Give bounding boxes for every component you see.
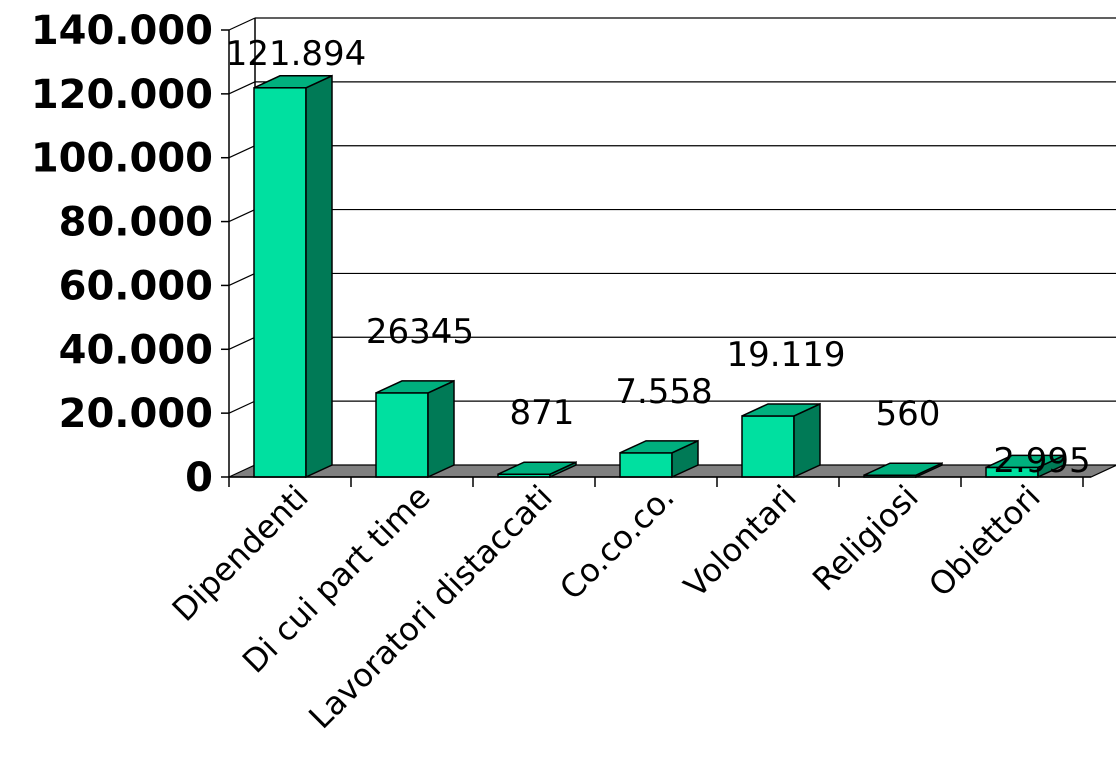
bar-front — [375, 392, 429, 478]
gridline-depth — [228, 81, 256, 95]
x-tick-label: Religiosi — [805, 478, 926, 599]
y-axis-ticks: 0 20.000 40.000 60.000 80.000 100.000 120.000 1… — [31, 8, 229, 501]
axes — [228, 30, 1091, 478]
bar-top — [863, 462, 943, 476]
bar-front — [741, 415, 795, 478]
data-label: 2.995 — [993, 441, 1090, 481]
data-labels: 121.894 26345 871 7.558 19.119 560 2.995 — [226, 34, 1091, 481]
data-label: 26345 — [366, 312, 474, 352]
bar-front — [253, 87, 307, 478]
x-tick-label: Obiettori — [921, 478, 1047, 604]
bar-top — [985, 454, 1065, 469]
gridlines — [228, 17, 1116, 414]
x-tick-label: Volontari — [676, 478, 803, 605]
bar-top — [741, 403, 821, 417]
y-tick-label: 80.000 — [59, 200, 213, 246]
data-label: 19.119 — [727, 335, 846, 375]
data-label: 560 — [876, 394, 941, 434]
gridline-depth — [228, 400, 256, 414]
data-label: 7.558 — [615, 372, 712, 412]
bar-top — [497, 461, 577, 475]
y-tick-label: 60.000 — [59, 263, 213, 309]
y-tick-label: 100.000 — [31, 136, 213, 182]
bar-side — [305, 74, 333, 479]
bar-top — [375, 380, 455, 394]
y-tick-label: 0 — [185, 455, 213, 501]
bar-front — [619, 452, 673, 478]
bar-side — [427, 379, 455, 479]
gridline-depth — [228, 17, 256, 31]
y-tick-label: 140.000 — [31, 8, 213, 54]
gridline-depth — [228, 145, 256, 159]
y-tick-label: 120.000 — [31, 72, 213, 118]
y-tick-label: 40.000 — [59, 327, 213, 373]
y-tick-label: 20.000 — [59, 391, 213, 437]
gridline-depth — [228, 209, 256, 223]
data-label: 871 — [510, 393, 575, 433]
gridline-depth — [228, 272, 256, 286]
x-tick-label: Co.co.co. — [552, 478, 681, 607]
x-tick-label: Lavoratori distaccati — [301, 478, 559, 736]
bar-top — [619, 440, 699, 454]
data-label: 121.894 — [226, 34, 367, 74]
gridline-depth — [228, 336, 256, 350]
bar-top — [253, 75, 333, 89]
bars — [253, 74, 1065, 479]
